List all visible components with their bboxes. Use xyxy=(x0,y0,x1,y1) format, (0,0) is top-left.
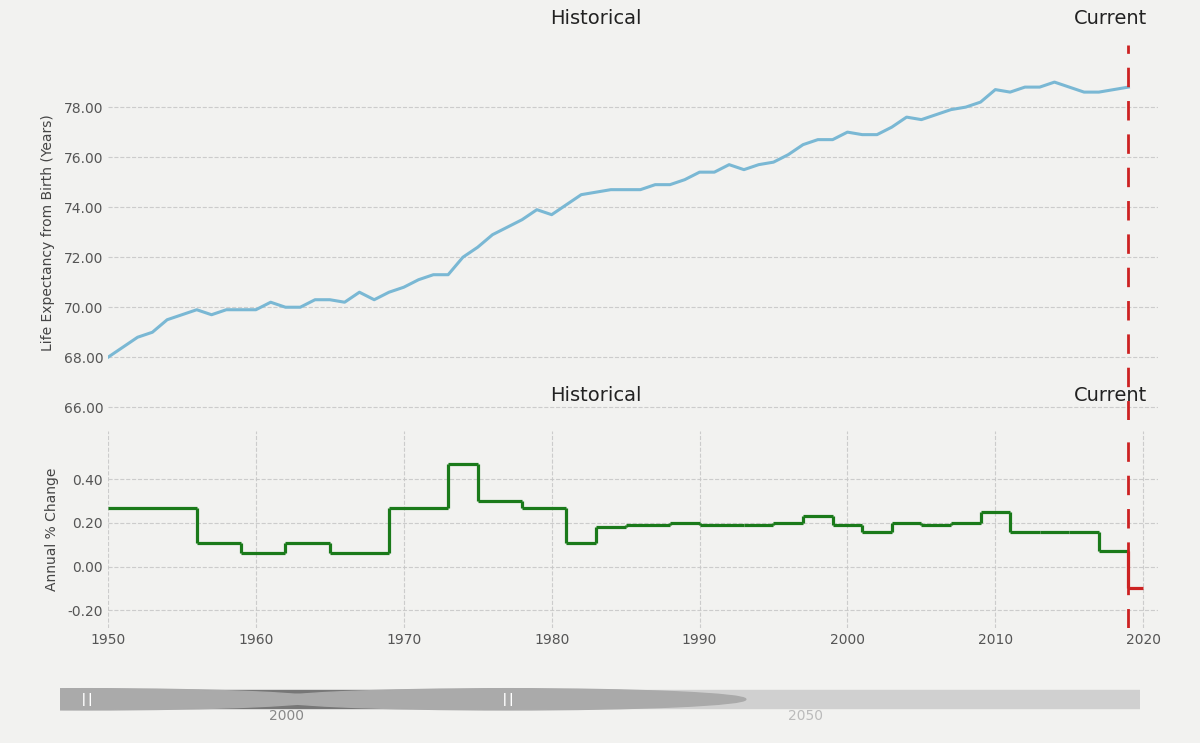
Text: Current: Current xyxy=(1074,386,1147,406)
Y-axis label: Life Expectancy from Birth (Years): Life Expectancy from Birth (Years) xyxy=(41,114,55,351)
Text: Current: Current xyxy=(1074,9,1147,27)
Circle shape xyxy=(271,689,746,710)
Circle shape xyxy=(0,689,324,710)
Bar xyxy=(60,690,509,709)
Bar xyxy=(509,690,1140,709)
Text: 2050: 2050 xyxy=(787,710,823,724)
Text: ||: || xyxy=(79,692,95,706)
Text: Historical: Historical xyxy=(551,386,642,406)
Text: Historical: Historical xyxy=(551,9,642,27)
Text: 2000: 2000 xyxy=(269,710,305,724)
Y-axis label: Annual % Change: Annual % Change xyxy=(46,467,59,591)
Text: ||: || xyxy=(500,692,516,706)
